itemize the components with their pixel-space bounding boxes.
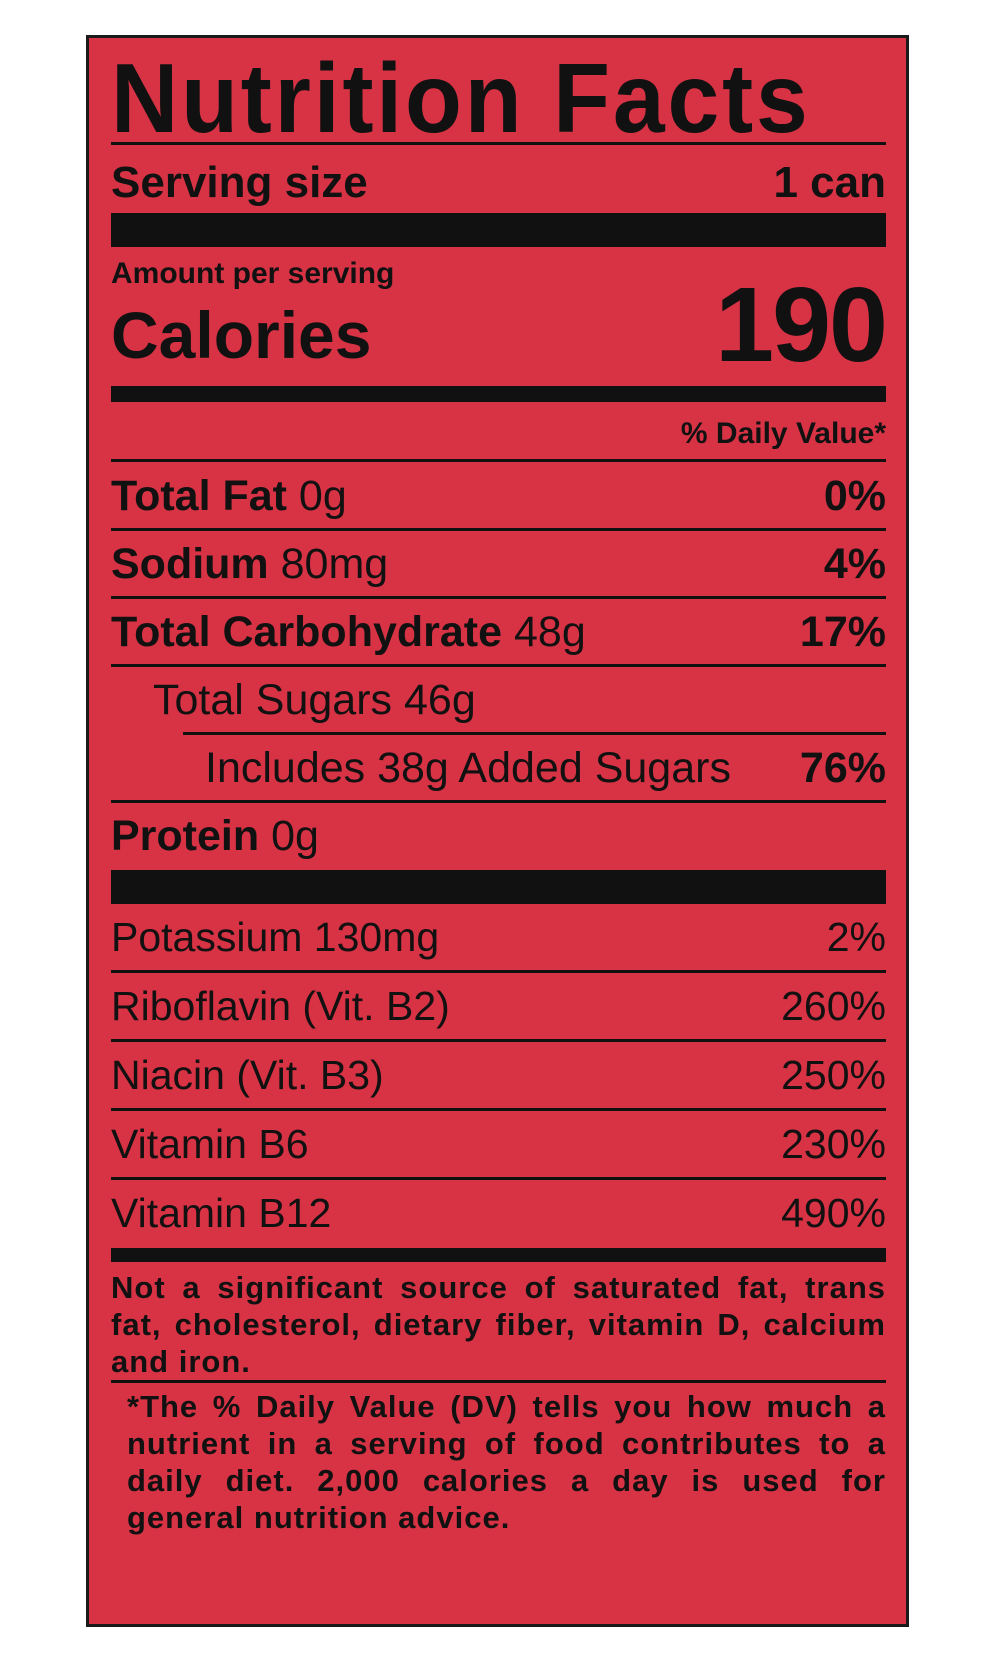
nutrient-dv: 0% [823, 471, 886, 520]
nutrient-row-total-fat: Total Fat 0g 0% [111, 464, 886, 528]
nutrient-name: Total Fat [111, 471, 287, 520]
dv-divider [111, 459, 886, 462]
not-significant-note: Not a significant source of saturated fa… [111, 1270, 886, 1379]
nutrient-row-protein: Protein 0g [111, 804, 886, 868]
vitamin-name: Vitamin B6 [111, 1120, 309, 1167]
vitamin-name: Vitamin B12 [111, 1189, 332, 1236]
nutrient-row-total-carbohydrate: Total Carbohydrate 48g 17% [111, 600, 886, 664]
vitamin-row-b12: Vitamin B12 490% [111, 1180, 886, 1246]
nutrient-row-total-sugars: Total Sugars 46g [111, 668, 886, 732]
amount-per-serving: Amount per serving [111, 257, 395, 290]
daily-value-footnote: *The % Daily Value (DV) tells you how mu… [127, 1389, 886, 1535]
nutrient-amount: 0g [298, 471, 347, 520]
nutrient-dv: 4% [823, 539, 886, 588]
nutrient-amount: 46g [403, 675, 476, 724]
calories-row: Calories 190 [111, 272, 888, 378]
vitamin-row-potassium: Potassium 130mg 2% [111, 904, 886, 970]
vitamin-row-niacin: Niacin (Vit. B3) 250% [111, 1042, 886, 1108]
nutrient-name: Protein [111, 811, 260, 860]
protein-divider [111, 870, 886, 904]
nutrient-name: Sodium [111, 539, 269, 588]
serving-size-value: 1 can [773, 158, 886, 207]
vitamin-row-b6: Vitamin B6 230% [111, 1111, 886, 1177]
row-divider [183, 732, 886, 735]
daily-value-header: % Daily Value* [680, 417, 886, 450]
vitamin-name: Riboflavin (Vit. B2) [111, 982, 450, 1029]
row-divider [111, 664, 886, 667]
calories-divider [111, 386, 886, 402]
row-divider [111, 800, 886, 803]
serving-size-row: Serving size 1 can [111, 151, 886, 215]
vitamin-dv: 230% [781, 1120, 886, 1167]
row-divider [111, 1108, 886, 1111]
label-title: Nutrition Facts [111, 43, 811, 153]
nutrient-amount: 80mg [280, 539, 389, 588]
nutrient-dv: 76% [799, 743, 886, 792]
nutrition-facts-panel: Nutrition Facts Serving size 1 can Amoun… [86, 35, 909, 1627]
nutrient-row-added-sugars: Includes 38g Added Sugars 76% [111, 736, 886, 800]
vitamin-dv: 250% [781, 1051, 886, 1098]
nutrient-name: Includes 38g Added Sugars [205, 743, 731, 792]
title-divider [111, 142, 886, 145]
nutrient-amount: 48g [513, 607, 586, 656]
calories-label: Calories [111, 298, 372, 372]
vitamin-name: Niacin (Vit. B3) [111, 1051, 384, 1098]
row-divider [111, 1177, 886, 1180]
vitamin-dv: 490% [781, 1189, 886, 1236]
row-divider [111, 528, 886, 531]
serving-size-label: Serving size [111, 158, 368, 207]
row-divider [111, 596, 886, 599]
vitamins-divider [111, 1248, 886, 1262]
row-divider [111, 970, 886, 973]
vitamin-dv: 2% [826, 913, 886, 960]
nutrient-dv: 17% [799, 607, 886, 656]
vitamin-name: Potassium 130mg [111, 913, 440, 960]
nutrient-name: Total Carbohydrate [111, 607, 503, 656]
vitamin-dv: 260% [781, 982, 886, 1029]
nutrient-name: Total Sugars [153, 675, 393, 724]
nutrient-row-sodium: Sodium 80mg 4% [111, 532, 886, 596]
vitamin-row-riboflavin: Riboflavin (Vit. B2) 260% [111, 973, 886, 1039]
row-divider [111, 1039, 886, 1042]
calories-value: 190 [715, 266, 888, 384]
serving-divider [111, 213, 886, 247]
footnote-divider [111, 1380, 886, 1383]
nutrient-amount: 0g [271, 811, 319, 860]
